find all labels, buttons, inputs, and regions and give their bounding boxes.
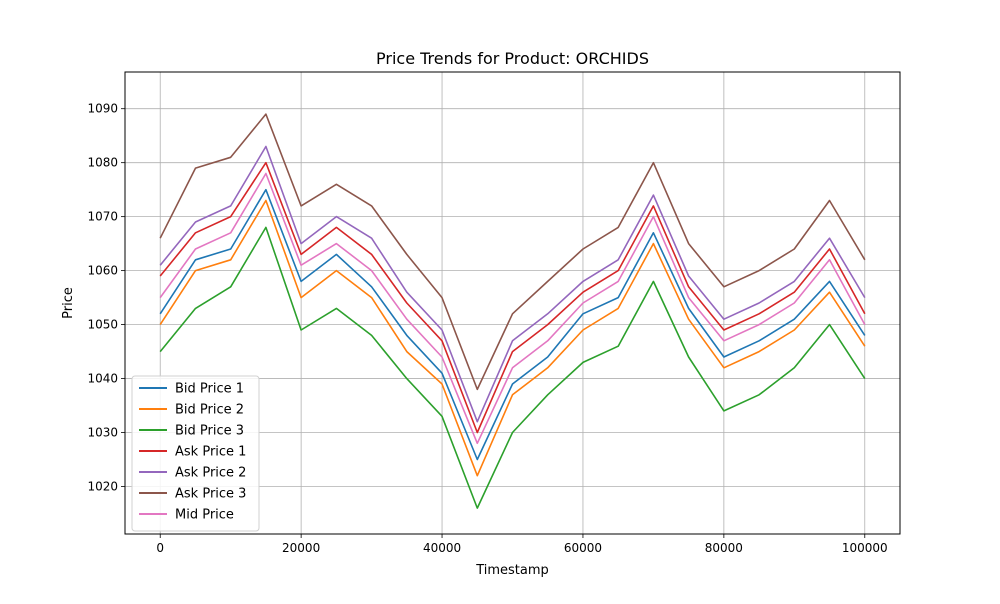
x-tick-label: 40000 [423, 541, 461, 555]
chart-title: Price Trends for Product: ORCHIDS [376, 49, 649, 68]
y-tick-label: 1080 [87, 156, 118, 170]
series-line-bid-price-2 [159, 199, 866, 477]
x-tick-label: 20000 [282, 541, 320, 555]
legend-label: Ask Price 1 [175, 445, 246, 460]
y-tick-label: 1020 [87, 480, 118, 494]
x-tick-label: 0 [156, 541, 164, 555]
series-line-bid-price-1 [159, 188, 866, 461]
x-tick-label: 100000 [842, 541, 888, 555]
series-lines [159, 113, 866, 509]
legend-label: Ask Price 3 [175, 487, 246, 502]
legend-label: Ask Price 2 [175, 466, 246, 481]
series-line-bid-price-3 [159, 226, 866, 509]
x-axis-label: Timestamp [475, 563, 549, 578]
legend-label: Bid Price 2 [175, 403, 244, 418]
series-line-ask-price-1 [159, 161, 866, 434]
y-tick-label: 1060 [87, 264, 118, 278]
series-line-mid-price [159, 172, 866, 445]
x-tick-label: 80000 [705, 541, 743, 555]
legend-label: Mid Price [175, 508, 234, 523]
x-tick-label: 60000 [564, 541, 602, 555]
legend: Bid Price 1 Bid Price 2 Bid Price 3 Ask Pri… [131, 375, 260, 532]
plot-area-frame [124, 71, 901, 535]
axis-ticks: 0 20000 40000 60000 80000 100000 1020 1030 1040 1… [87, 102, 887, 555]
y-tick-label: 1040 [87, 372, 118, 386]
y-tick-label: 1050 [87, 318, 118, 332]
legend-label: Bid Price 1 [175, 382, 244, 397]
y-tick-label: 1030 [87, 426, 118, 440]
y-axis-label: Price [61, 287, 76, 319]
y-tick-label: 1070 [87, 210, 118, 224]
series-line-ask-price-2 [159, 145, 866, 423]
series-line-ask-price-3 [159, 113, 866, 391]
legend-label: Bid Price 3 [175, 424, 244, 439]
y-tick-label: 1090 [87, 102, 118, 116]
